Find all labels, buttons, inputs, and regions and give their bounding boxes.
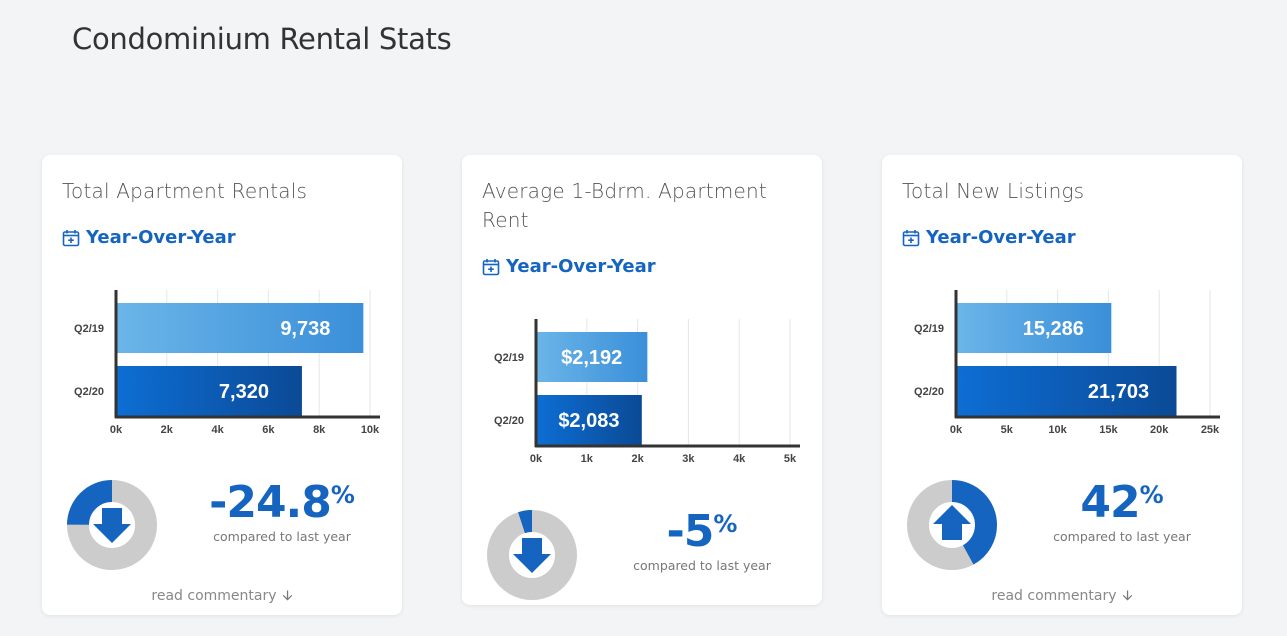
read-commentary-link[interactable]: read commentary 🡫 (991, 588, 1133, 604)
bar (536, 395, 642, 445)
x-tick-label: 10k (1048, 424, 1067, 436)
period-text: Year-Over-Year (86, 227, 236, 248)
x-tick-label: 4k (733, 453, 746, 465)
category-label: Q2/19 (74, 323, 104, 335)
category-label: Q2/20 (494, 415, 524, 427)
change-donut (487, 510, 577, 600)
change-caption: compared to last year (213, 529, 351, 544)
donut-fill (907, 480, 997, 570)
period-label[interactable]: Year-Over-Year (902, 227, 1076, 248)
read-commentary-link[interactable]: read commentary 🡫 (151, 588, 293, 604)
category-label: Q2/19 (914, 323, 944, 335)
bar (116, 366, 302, 416)
bar-value-label: $2,192 (561, 347, 622, 369)
card-title: Average 1-Bdrm. Apartment Rent (482, 179, 767, 232)
x-tick-label: 5k (784, 453, 797, 465)
period-label[interactable]: Year-Over-Year (482, 256, 656, 277)
stat-card-avg-rent: Average 1-Bdrm. Apartment Rent Year-Over… (462, 155, 822, 605)
x-tick-label: 0k (110, 424, 123, 436)
card-title: Total Apartment Rentals (62, 179, 308, 203)
category-label: Q2/19 (494, 352, 524, 364)
x-tick-label: 3k (682, 453, 695, 465)
x-tick-label: 0k (530, 453, 543, 465)
x-tick-label: 6k (262, 424, 275, 436)
category-label: Q2/20 (914, 386, 944, 398)
arrow-down-icon (93, 508, 131, 543)
arrow-up-shape (933, 505, 971, 540)
arrow-down-icon: 🡫 (282, 588, 293, 604)
category-label: Q2/20 (74, 386, 104, 398)
x-tick-label: 2k (631, 453, 644, 465)
card-title: Total New Listings (902, 179, 1085, 203)
change-percent: -5% (666, 506, 738, 557)
arrow-down-icon: 🡫 (1122, 588, 1133, 604)
calendar-icon (482, 258, 500, 275)
x-tick-label: 5k (1001, 424, 1014, 436)
x-tick-label: 8k (313, 424, 326, 436)
arrow-down-shape (93, 508, 131, 543)
stat-card-new-listings: Total New Listings Year-Over-Year 0k 5k 10… (882, 155, 1242, 615)
bar-value-label: 21,703 (1088, 381, 1149, 403)
change-donut (67, 480, 157, 570)
change-caption: compared to last year (1053, 529, 1191, 544)
bar-chart: 0k 2k 4k 6k 8k 10k 9,738 Q2/19 7,320 Q2/20 (74, 290, 380, 436)
change-percent: -24.8% (209, 477, 355, 528)
bar-chart: 0k 1k 2k 3k 4k 5k $2,192 Q2/19 $2,083 Q2/20 (494, 319, 800, 465)
period-label[interactable]: Year-Over-Year (62, 227, 236, 248)
x-tick-label: 20k (1150, 424, 1169, 436)
x-tick-label: 2k (161, 424, 174, 436)
bar-value-label: $2,083 (558, 410, 619, 432)
calendar-icon (902, 229, 920, 246)
donut-fill (487, 510, 577, 600)
bar-value-label: 15,286 (1023, 318, 1084, 340)
period-text: Year-Over-Year (506, 256, 656, 277)
x-tick-label: 1k (581, 453, 594, 465)
bar (956, 303, 1112, 353)
arrow-up-icon (933, 505, 971, 540)
page-title: Condominium Rental Stats (72, 22, 452, 56)
arrow-down-icon (513, 538, 551, 573)
donut-fill (67, 480, 157, 570)
x-tick-label: 0k (950, 424, 963, 436)
x-tick-label: 25k (1201, 424, 1220, 436)
change-donut (907, 480, 997, 570)
bar (536, 332, 648, 382)
change-caption: compared to last year (633, 558, 771, 573)
x-tick-label: 4k (211, 424, 224, 436)
x-tick-label: 10k (361, 424, 380, 436)
bar-value-label: 9,738 (280, 318, 330, 340)
bar-value-label: 7,320 (219, 381, 269, 403)
bar-chart: 0k 5k 10k 15k 20k 25k 15,286 Q2/19 21,703 Q2/20 (914, 290, 1220, 436)
period-text: Year-Over-Year (926, 227, 1076, 248)
stat-card-total-rentals: Total Apartment Rentals Year-Over-Year 0… (42, 155, 402, 615)
bar (956, 366, 1177, 416)
arrow-down-shape (513, 538, 551, 573)
change-percent: 42% (1080, 477, 1164, 528)
bar (116, 303, 364, 353)
calendar-icon (62, 229, 80, 246)
x-tick-label: 15k (1099, 424, 1118, 436)
